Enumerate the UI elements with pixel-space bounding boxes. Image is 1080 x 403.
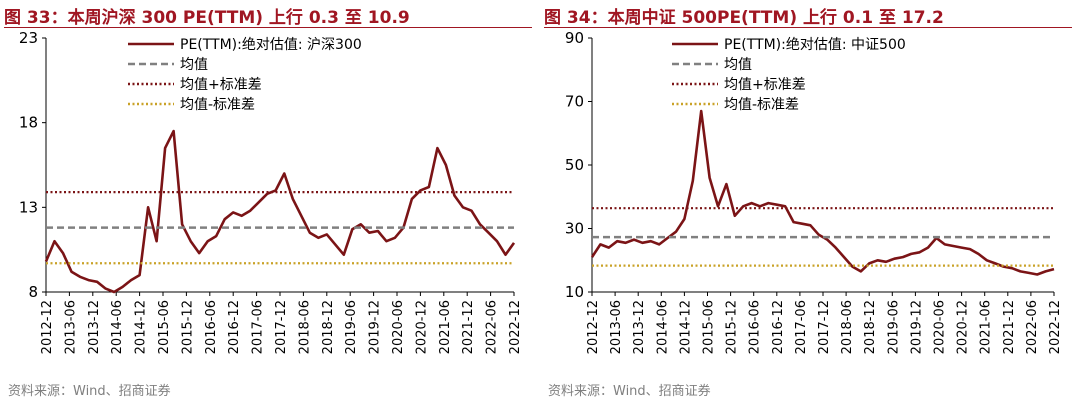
figure-title: 图 33：本周沪深 300 PE(TTM) 上行 0.3 至 10.9: [4, 8, 410, 28]
x-tick-label: 2015-06: [157, 300, 172, 354]
x-tick-label: 2017-06: [794, 300, 809, 354]
x-tick-label: 2019-06: [344, 300, 359, 354]
x-tick-label: 2022-12: [508, 300, 523, 354]
legend-label: PE(TTM):绝对估值: 中证500: [724, 37, 906, 53]
x-tick-label: 2016-12: [227, 300, 242, 354]
x-tick-label: 2018-06: [840, 300, 855, 354]
y-tick-label: 8: [28, 283, 38, 301]
x-tick-label: 2020-06: [933, 300, 948, 354]
y-tick-label: 70: [565, 93, 584, 111]
x-tick-label: 2014-06: [655, 300, 670, 354]
x-tick-label: 2021-06: [979, 300, 994, 354]
legend-label: PE(TTM):绝对估值: 沪深300: [180, 37, 362, 53]
source-note: 资料来源：Wind、招商证券: [548, 384, 711, 399]
x-tick-label: 2017-06: [251, 300, 266, 354]
x-tick-label: 2013-12: [87, 300, 102, 354]
x-tick-label: 2016-06: [748, 300, 763, 354]
title-divider: [4, 27, 532, 28]
x-tick-label: 2021-12: [461, 300, 476, 354]
chart-panel-hs300: 图 33：本周沪深 300 PE(TTM) 上行 0.3 至 10.9 8 13 1…: [4, 8, 532, 399]
x-tick-label: 2013-12: [632, 300, 647, 354]
y-tick-label: 23: [19, 29, 38, 47]
y-tick-label: 10: [565, 283, 584, 301]
pe-chart-csi500: 10 30 50 70 90 2012-12 2013-06 2013-12 2014-06 20…: [565, 29, 1063, 354]
x-tick-label: 2017-12: [817, 300, 832, 354]
x-tick-label: 2014-12: [134, 300, 149, 354]
x-tick-label: 2013-06: [63, 300, 78, 354]
x-tick-label: 2014-12: [678, 300, 693, 354]
legend-label: 均值+标准差: [180, 77, 262, 93]
x-tick-label: 2018-12: [863, 300, 878, 354]
legend-label: 均值-标准差: [724, 97, 799, 113]
y-tick-label: 18: [19, 114, 38, 132]
legend-label: 均值: [724, 57, 752, 73]
x-tick-label: 2021-12: [1002, 300, 1017, 354]
x-tick-label: 2015-12: [180, 300, 195, 354]
x-tick-label: 2020-06: [391, 300, 406, 354]
x-tick-label: 2020-12: [414, 300, 429, 354]
x-tick-label: 2022-06: [485, 300, 500, 354]
x-tick-label: 2016-12: [771, 300, 786, 354]
series-line-0: [44, 129, 516, 294]
x-tick-label: 2018-06: [297, 300, 312, 354]
x-tick-label: 2017-12: [274, 300, 289, 354]
legend-label: 均值+标准差: [724, 77, 806, 93]
x-tick-label: 2012-12: [586, 300, 601, 354]
series-line-0: [590, 109, 1055, 276]
y-tick-label: 90: [565, 29, 584, 47]
x-tick-label: 2013-06: [609, 300, 624, 354]
figure-title: 图 34：本周中证 500PE(TTM) 上行 0.1 至 17.2: [544, 8, 944, 28]
title-divider: [544, 27, 1072, 28]
legend-label: 均值: [180, 57, 208, 73]
x-tick-label: 2019-06: [886, 300, 901, 354]
x-tick-label: 2015-12: [725, 300, 740, 354]
x-tick-label: 2014-06: [110, 300, 125, 354]
x-tick-label: 2019-12: [368, 300, 383, 354]
chart-panel-csi500: 图 34：本周中证 500PE(TTM) 上行 0.1 至 17.2 10 30 5…: [540, 0, 1080, 403]
x-tick-label: 2019-12: [909, 300, 924, 354]
x-tick-label: 2016-06: [204, 300, 219, 354]
x-tick-label: 2022-06: [1025, 300, 1040, 354]
y-tick-label: 50: [565, 156, 584, 174]
x-tick-label: 2015-06: [702, 300, 717, 354]
x-tick-label: 2020-12: [956, 300, 971, 354]
legend-label: 均值-标准差: [180, 97, 255, 113]
x-tick-label: 2021-06: [438, 300, 453, 354]
x-tick-label: 2012-12: [40, 300, 55, 354]
pe-chart-hs300: 8 13 18 23 2012-12 2013-06 2013-12 2014-06 2014-…: [19, 29, 523, 354]
x-tick-label: 2018-12: [321, 300, 336, 354]
y-tick-label: 30: [565, 220, 584, 238]
x-tick-label: 2022-12: [1048, 300, 1063, 354]
y-tick-label: 13: [19, 198, 38, 216]
source-note: 资料来源：Wind、招商证券: [8, 384, 171, 399]
